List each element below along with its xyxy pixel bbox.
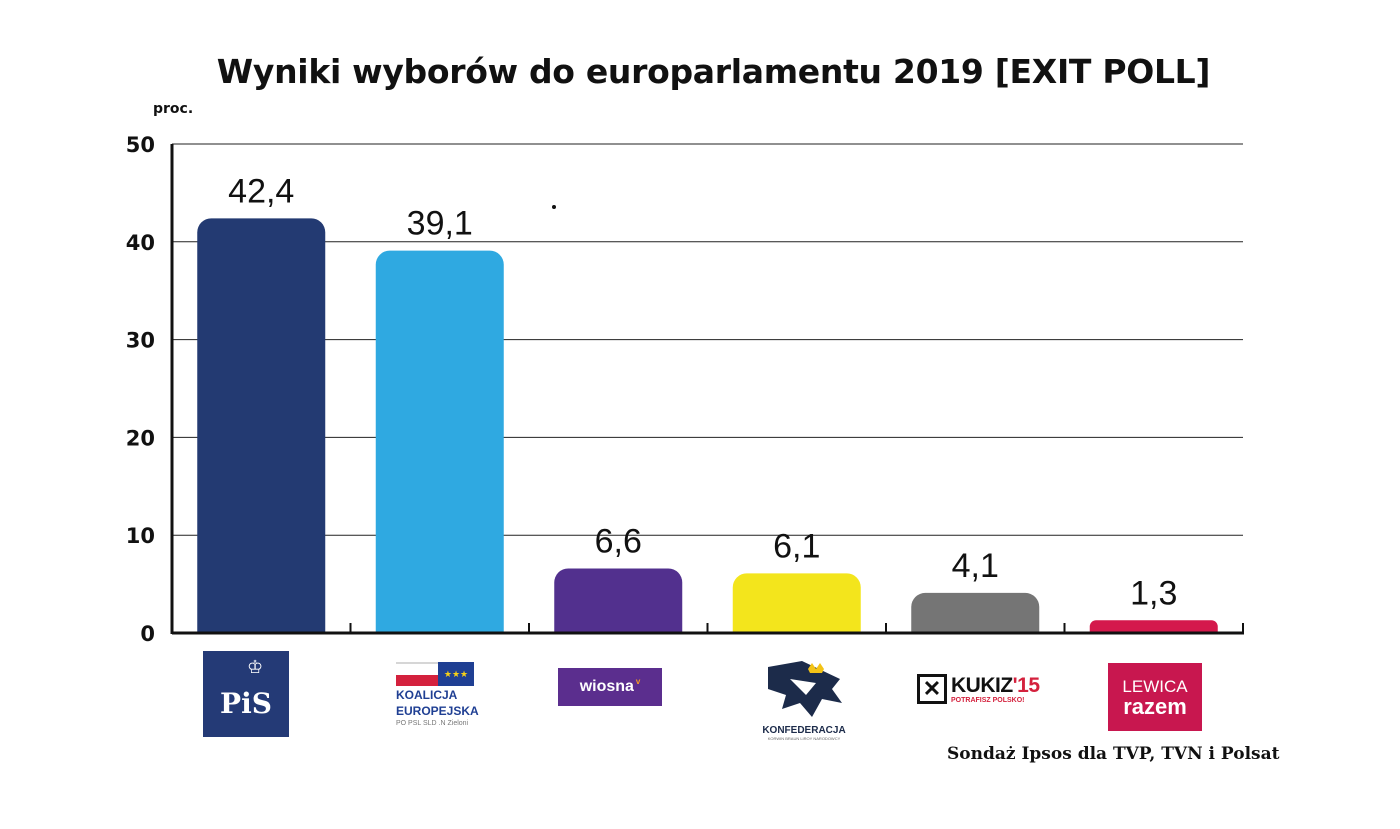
pis-logo: ♔ PiS: [203, 651, 289, 737]
kukiz-logo-text: KUKIZ: [951, 673, 1013, 697]
bar: [375, 250, 504, 648]
ke-logo-text-2: EUROPEJSKA: [396, 703, 479, 718]
y-axis-unit-label: proc.: [153, 101, 194, 117]
kukiz-logo-number: '15: [1012, 673, 1040, 697]
wiosna-logo-text: wiosna: [579, 678, 634, 695]
chart-title: Wyniki wyborów do europarlamentu 2019 [E…: [216, 52, 1211, 91]
ke-logo-subtext: PO PSL SLD .N Zieloni: [396, 719, 469, 727]
konfederacja-logo-text: KONFEDERACJA: [762, 725, 846, 736]
value-labels: 42,4 39,1 6,6 6,1 4,1 1,3: [228, 172, 1177, 612]
ke-logo-text-1: KOALICJA: [396, 687, 458, 702]
value-label: 1,3: [1130, 574, 1177, 612]
value-label: 39,1: [407, 205, 473, 243]
razem-logo-text-2: razem: [1123, 693, 1187, 719]
koalicja-europejska-logo: ★★★ KOALICJA EUROPEJSKA PO PSL SLD .N Zi…: [396, 660, 480, 728]
lewica-razem-logo: LEWICA razem: [1108, 663, 1202, 731]
eagle-crown-icon: [768, 661, 842, 717]
value-label: 42,4: [228, 172, 294, 210]
wiosna-logo: wiosna ᵛ: [558, 668, 662, 706]
y-tick-label: 50: [126, 133, 155, 157]
konfederacja-logo: KONFEDERACJA KORWIN BRAUN LIROY NARODOWC…: [762, 655, 846, 745]
stray-dot: [552, 205, 556, 209]
kukiz15-logo: ✕ KUKIZ'15 POTRAFISZ POLSKO!: [917, 670, 1045, 708]
bars: [197, 218, 1218, 648]
razem-logo-text-1: LEWICA: [1122, 676, 1188, 696]
gridlines: [172, 143, 1243, 536]
crown-eagle-icon: ♔: [247, 657, 264, 677]
value-label: 4,1: [952, 547, 999, 585]
bar: [197, 218, 326, 647]
y-tick-label: 20: [126, 426, 155, 450]
y-tick-label: 0: [140, 622, 155, 646]
y-tick-label: 40: [126, 231, 155, 255]
value-label: 6,6: [595, 522, 642, 560]
baseline-mask: [173, 634, 1244, 652]
pis-logo-text: PiS: [220, 686, 272, 720]
y-axis-ticks: 0 10 20 30 40 50: [126, 133, 155, 646]
x-box-icon: ✕: [917, 674, 947, 704]
source-note: Sondaż Ipsos dla TVP, TVN i Polsat: [947, 744, 1280, 764]
y-tick-label: 30: [126, 329, 155, 353]
konfederacja-logo-subtext: KORWIN BRAUN LIROY NARODOWCY: [767, 736, 841, 741]
bar: [554, 568, 683, 647]
value-label: 6,1: [773, 527, 820, 565]
spring-mark-icon: ᵛ: [635, 676, 641, 690]
bar: [732, 573, 861, 647]
pl-eu-flags-icon: ★★★: [396, 661, 474, 686]
kukiz-logo-subtext: POTRAFISZ POLSKO!: [951, 696, 1025, 704]
axes: [170, 144, 1244, 652]
y-tick-label: 10: [126, 524, 155, 548]
